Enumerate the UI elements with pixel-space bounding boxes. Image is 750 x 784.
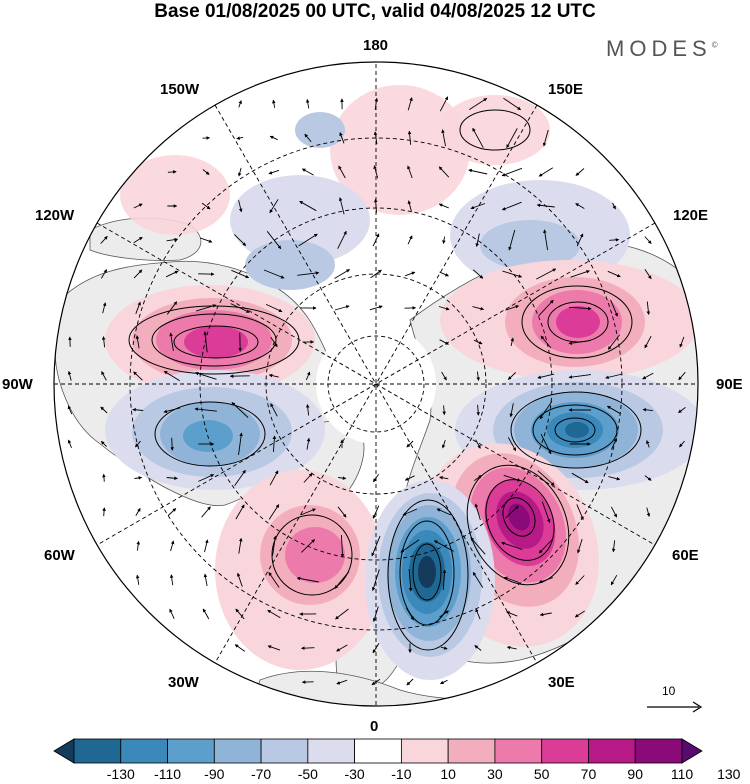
colorbar-tick: -30 xyxy=(335,766,375,782)
colorbar-swatch xyxy=(355,739,402,763)
colorbar-swatch xyxy=(168,739,215,763)
colorbar-tick: -110 xyxy=(148,766,188,782)
wind-vector-arrow xyxy=(168,172,176,173)
longitude-label-60w: 60W xyxy=(44,547,75,565)
colorbar-swatch xyxy=(401,739,448,763)
wind-vector-arrow xyxy=(609,240,618,241)
colorbar-tick: -10 xyxy=(381,766,421,782)
longitude-label-30w: 30W xyxy=(168,674,199,692)
shade-nw-pink xyxy=(120,155,230,235)
longitude-label-0: 0 xyxy=(370,718,378,736)
longitude-label-120w: 120W xyxy=(35,207,74,225)
colorbar-tick: -130 xyxy=(101,766,141,782)
longitude-label-150w: 150W xyxy=(160,81,199,99)
colorbar-min-triangle xyxy=(54,739,74,763)
colorbar-tick: 30 xyxy=(475,766,515,782)
shade-alaska-blue xyxy=(245,240,335,290)
shade-scan-n130 xyxy=(418,556,436,588)
shade-aleut-blue xyxy=(295,112,345,148)
colorbar-swatch xyxy=(635,739,682,763)
wind-vector-arrow xyxy=(172,438,173,450)
shade-bering-pink xyxy=(440,95,550,165)
colorbar-tick: 50 xyxy=(522,766,562,782)
wind-vector-arrow xyxy=(104,474,105,481)
wind-vector-arrow xyxy=(302,648,315,649)
colorbar-swatch xyxy=(214,739,261,763)
reference-vector-label: 10 xyxy=(662,684,675,698)
longitude-label-180: 180 xyxy=(363,37,388,55)
colorbar-swatch xyxy=(495,739,542,763)
colorbar-tick: -90 xyxy=(194,766,234,782)
colorbar-swatch xyxy=(261,739,308,763)
colorbar xyxy=(54,739,702,763)
reference-arrow-icon xyxy=(645,700,705,714)
colorbar-tick: 130 xyxy=(709,766,749,782)
longitude-label-30e: 30E xyxy=(548,674,575,692)
colorbar-swatch xyxy=(308,739,355,763)
colorbar-tick: 110 xyxy=(662,766,702,782)
colorbar-tick: 90 xyxy=(615,766,655,782)
colorbar-max-triangle xyxy=(682,739,702,763)
colorbar-tick: 10 xyxy=(428,766,468,782)
longitude-label-90w: 90W xyxy=(2,376,33,394)
colorbar-swatch xyxy=(74,739,121,763)
map-area xyxy=(40,50,720,740)
colorbar-swatch xyxy=(542,739,589,763)
colorbar-tick: -50 xyxy=(288,766,328,782)
colorbar-swatch xyxy=(448,739,495,763)
wind-vector-arrow xyxy=(104,508,105,516)
longitude-label-60e: 60E xyxy=(672,547,699,565)
colorbar-swatch xyxy=(121,739,168,763)
shade-sib-n110 xyxy=(565,422,589,438)
colorbar-swatch xyxy=(588,739,635,763)
colorbar-tick: 70 xyxy=(568,766,608,782)
longitude-label-150e: 150E xyxy=(548,81,583,99)
longitude-label-90e: 90E xyxy=(716,376,743,394)
colorbar-tick: -70 xyxy=(241,766,281,782)
shade-na-p90 xyxy=(184,326,248,358)
shade-es-p70 xyxy=(556,306,600,338)
longitude-label-120e: 120E xyxy=(673,207,708,225)
